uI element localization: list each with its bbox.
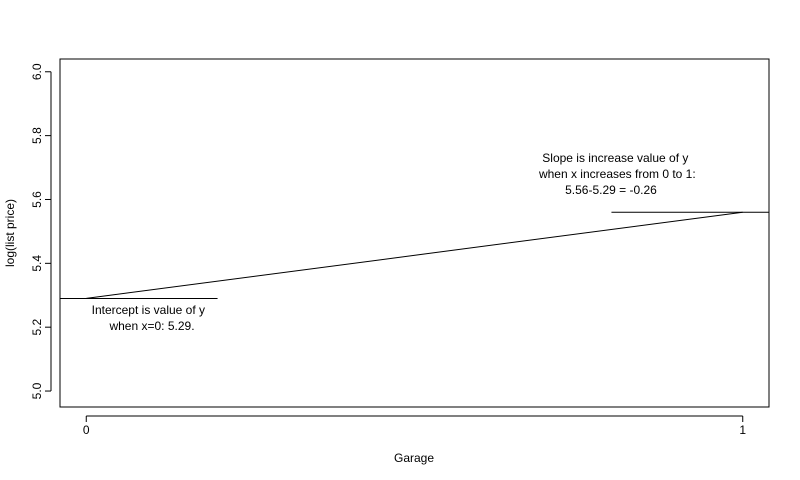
y-tick-label: 5.6 [30, 191, 44, 208]
annotation-intercept-line-1: Intercept is value of y [92, 303, 205, 317]
x-tick-label: 0 [83, 423, 90, 437]
annotation-slope-line-3: 5.56-5.29 = -0.26 [565, 183, 657, 197]
y-axis-label: log(list price) [3, 199, 17, 267]
axes-layer: 0 1 5.0 5.2 5.4 5.6 5.8 6.0 [30, 63, 746, 437]
y-tick-label: 5.8 [30, 127, 44, 144]
x-axis-label: Garage [394, 451, 434, 465]
y-tick-label: 5.0 [30, 382, 44, 399]
series-line [86, 211, 743, 299]
y-tick-label: 5.2 [30, 319, 44, 336]
x-tick-label: 1 [739, 423, 746, 437]
plot-frame [59, 58, 770, 408]
annotation-slope-line-2: when x increases from 0 to 1: [538, 167, 696, 181]
y-tick-label: 6.0 [30, 63, 44, 80]
annotation-slope-line-1: Slope is increase value of y [542, 151, 688, 165]
y-tick-label: 5.4 [30, 255, 44, 272]
annotation-slope: Slope is increase value of y when x incr… [538, 151, 699, 197]
data-layer [60, 211, 769, 299]
annotation-intercept-line-2: when x=0: 5.29. [108, 319, 194, 333]
annotation-intercept: Intercept is value of y when x=0: 5.29. [92, 303, 209, 333]
